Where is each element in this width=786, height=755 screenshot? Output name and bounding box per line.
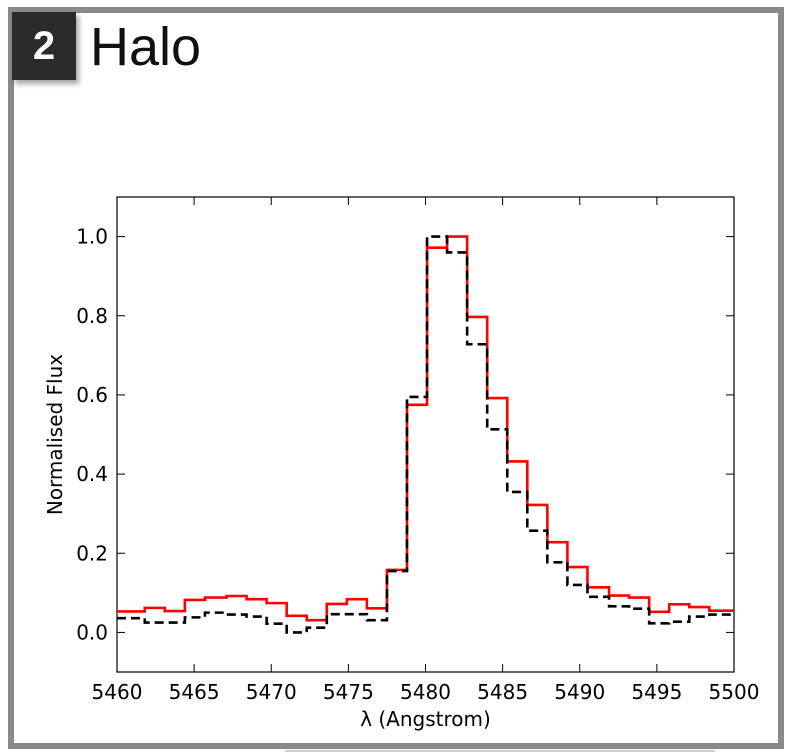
y-axis-label: Normalised Flux: [43, 354, 67, 515]
series-layer: [117, 235, 734, 634]
x-tick-label: 5485: [477, 680, 528, 704]
dashed-series-line: [117, 235, 734, 634]
x-tick-label: 5490: [554, 680, 605, 704]
red-series-line: [117, 235, 734, 622]
y-tick-label: 0.0: [76, 620, 108, 644]
x-tick-label: 5470: [246, 680, 297, 704]
x-tick-label: 5495: [631, 680, 682, 704]
x-tick-labels: 5460 5465 5470 5475 5480 5485 5490 5495 5500: [92, 680, 760, 704]
x-tick-label: 5475: [323, 680, 374, 704]
x-axis-label: λ (Angstrom): [360, 707, 491, 731]
y-tick-label: 0.8: [76, 304, 108, 328]
plot-area: [116, 196, 735, 673]
y-tick-label: 1.0: [76, 225, 108, 249]
panel-frame: [8, 7, 784, 749]
x-tick-label: 5500: [709, 680, 760, 704]
y-tick-labels: 0.0 0.2 0.4 0.6 0.8 1.0: [76, 225, 108, 645]
y-tick-label: 0.4: [76, 462, 108, 486]
y-tick-label: 0.6: [76, 383, 108, 407]
x-tick-label: 5460: [92, 680, 143, 704]
x-tick-label: 5465: [169, 680, 220, 704]
divider-line: [285, 750, 715, 752]
y-tick-label: 0.2: [76, 541, 108, 565]
tick-marks: [116, 197, 735, 672]
x-tick-label: 5480: [400, 680, 451, 704]
panel-title: Halo: [90, 17, 202, 77]
panel-number-badge: 2: [12, 12, 76, 80]
